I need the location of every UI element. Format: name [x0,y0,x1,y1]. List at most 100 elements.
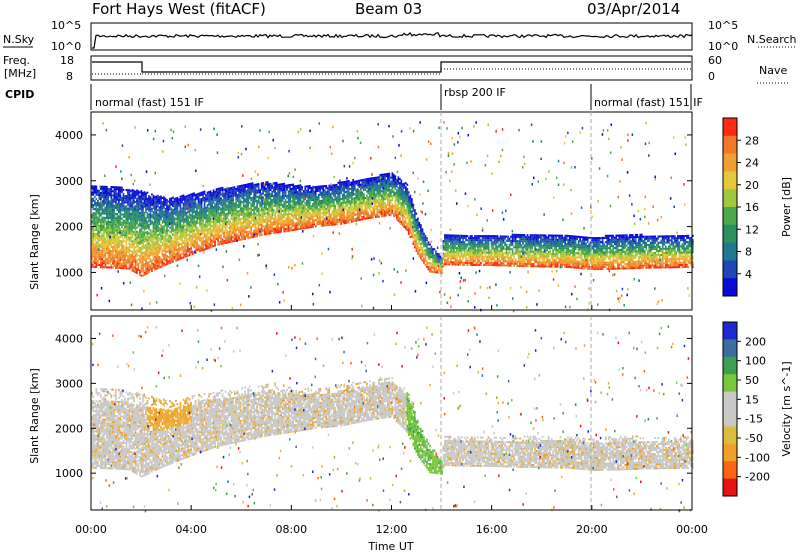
power-cell [121,242,123,245]
power-cell [136,212,138,215]
power-cell [316,206,319,209]
power-cell [142,202,144,205]
power-cell [236,200,239,203]
power-cell [341,214,344,217]
power-cell [145,200,147,203]
power-cell [223,201,225,204]
power-cell [283,224,285,227]
power-cell [101,220,104,223]
power-cell [151,199,153,202]
power-cell [131,234,134,237]
power-cell [235,214,237,217]
power-cell [113,262,116,265]
power-cell [148,263,150,266]
power-cell [187,233,189,236]
power-cell [322,220,325,223]
power-cell [350,208,353,211]
power-cell [215,213,218,216]
power-cell [197,238,200,241]
power-cell [308,187,311,190]
power-cell [304,196,307,199]
power-cell [199,212,201,215]
power-cell [191,219,194,222]
power-cell [130,200,132,203]
power-cell [158,208,161,211]
power-cell [256,214,258,217]
power-cell [319,200,322,203]
power-cell [281,216,284,219]
power-cell [232,209,234,212]
power-cell [107,218,110,221]
power-cell [341,204,344,207]
power-cell [152,262,155,265]
power-cell [107,231,110,234]
power-cell [307,210,310,213]
power-cell [95,235,98,238]
power-cell [142,218,144,221]
power-cell [101,235,104,238]
power-cell [122,207,125,210]
power-cell [230,203,233,206]
power-cell [155,199,158,202]
power-cell [97,216,99,219]
power-cell [188,229,191,232]
power-cell [151,222,153,225]
power-cell [388,214,391,217]
power-cell [155,197,158,200]
power-cell [176,236,179,239]
power-cell [265,206,267,209]
power-cell [185,244,188,247]
power-cell [169,214,171,217]
power-cell [257,220,260,223]
power-cell [230,213,233,216]
power-cell [175,232,177,235]
power-cell [352,191,355,194]
power-cell [199,210,201,213]
power-cell [113,223,116,226]
power-cell [139,216,141,219]
power-cell [301,223,303,226]
power-cell [358,179,361,182]
power-cell [143,234,146,237]
power-cell [103,237,105,240]
power-cell [393,215,395,218]
power-cell [372,189,374,192]
power-cell [376,199,379,202]
power-cell [136,232,138,235]
power-cell [338,187,341,190]
power-cell [381,200,383,203]
power-cell [284,207,287,210]
power-cell [181,257,183,260]
power-cell [158,214,161,217]
power-cell [146,237,149,240]
power-cell [322,216,325,219]
power-cell [179,247,182,250]
power-cell [248,187,251,190]
power-cell [128,203,131,206]
power-cell [104,190,107,193]
power-cell [124,254,126,257]
power-cell [158,218,161,221]
power-cell [130,225,132,228]
power-cell [220,242,222,245]
power-cell [91,236,93,239]
power-cell [248,197,251,200]
power-cell [125,189,128,192]
power-cell [137,208,140,211]
power-cell [196,207,198,210]
power-cell [164,230,167,233]
power-cell [232,219,234,222]
power-cell [158,233,161,236]
power-cell [217,243,219,246]
power-cell [232,236,234,239]
power-cell [393,178,395,181]
power-cell [370,198,373,201]
power-cell [95,259,98,262]
power-cell [104,206,107,209]
power-cell [206,216,209,219]
power-cell [121,256,123,259]
power-cell [100,249,102,252]
power-cell [203,200,206,203]
power-cell [301,213,303,216]
power-cell [269,215,272,218]
